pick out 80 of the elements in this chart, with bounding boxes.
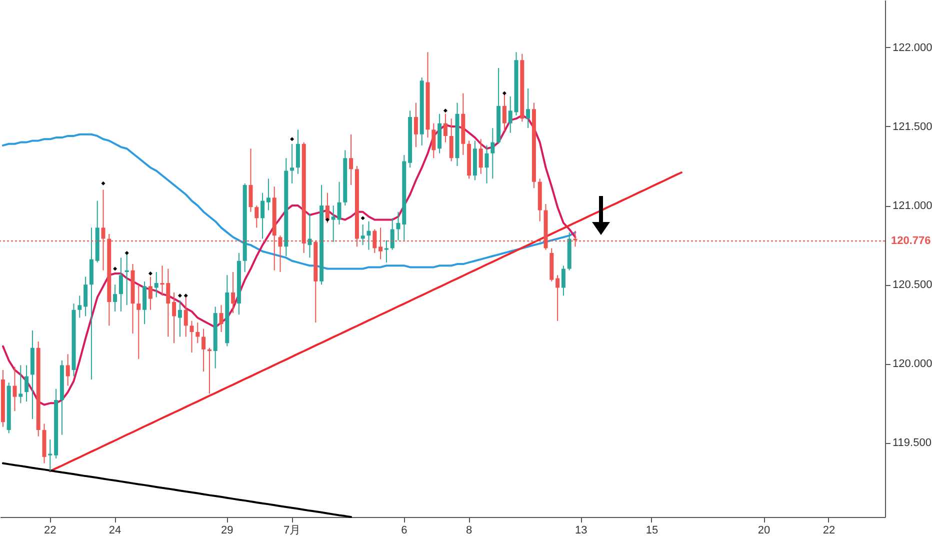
candlestick xyxy=(490,128,495,180)
candlestick xyxy=(360,224,365,246)
candlestick xyxy=(266,178,270,211)
candlestick xyxy=(331,205,336,242)
point xyxy=(184,294,188,298)
x-tick-label: 13 xyxy=(575,524,588,536)
candlestick xyxy=(366,220,371,250)
point xyxy=(178,294,182,298)
candlestick xyxy=(508,96,512,134)
candlestick xyxy=(118,257,123,312)
x-tick-label: 24 xyxy=(108,524,122,536)
candlestick xyxy=(84,276,88,317)
candlestick xyxy=(12,366,17,412)
point xyxy=(148,272,152,276)
y-tick-label: 121.500 xyxy=(892,120,932,133)
line-series xyxy=(2,462,352,518)
x-tick-label: 7月 xyxy=(283,524,301,536)
candlestick xyxy=(384,240,388,263)
line-series xyxy=(2,133,576,270)
candlestick xyxy=(136,284,141,360)
point xyxy=(360,216,365,220)
candlestick xyxy=(154,271,158,298)
candlestick xyxy=(18,364,23,404)
candlestick xyxy=(449,118,454,162)
candlestick xyxy=(478,138,483,174)
x-tick-label: 22 xyxy=(44,524,56,536)
candlestick xyxy=(414,102,418,148)
x-tick-label: 8 xyxy=(466,524,472,536)
point xyxy=(101,181,106,186)
candlestick xyxy=(190,320,194,354)
y-tick-label: 122.000 xyxy=(892,42,932,54)
candlestick xyxy=(325,192,330,224)
point xyxy=(325,218,330,222)
point xyxy=(290,137,294,142)
x-tick-label: 20 xyxy=(758,524,770,536)
point xyxy=(443,108,448,113)
candlestick xyxy=(48,439,52,472)
candlestick xyxy=(254,205,259,228)
candlestick xyxy=(561,265,566,296)
point xyxy=(124,250,129,255)
candlestick xyxy=(113,284,118,312)
candlestick xyxy=(443,113,448,143)
candlestick xyxy=(248,148,253,212)
point xyxy=(113,266,118,271)
candlestick xyxy=(308,212,312,258)
candlestick xyxy=(202,328,206,372)
candlestick xyxy=(349,134,354,186)
candlestick xyxy=(526,88,530,129)
candlestick xyxy=(296,129,300,174)
candlestick xyxy=(172,292,176,344)
candlestick xyxy=(260,192,265,240)
candlestick xyxy=(502,92,506,132)
candlestick xyxy=(124,252,129,306)
candlestick xyxy=(484,144,489,184)
candlestick xyxy=(24,364,29,402)
line-series xyxy=(49,171,682,472)
candlestick xyxy=(66,354,70,386)
x-tick-label: 15 xyxy=(646,524,658,536)
candlestick xyxy=(219,304,224,333)
candlestick xyxy=(178,300,182,338)
candlestick xyxy=(231,271,236,314)
x-tick-label: 29 xyxy=(221,524,234,536)
candlestick xyxy=(148,276,152,310)
y-tick-label: 120.000 xyxy=(892,358,932,370)
candlestick xyxy=(290,143,294,184)
candlestick xyxy=(142,280,147,325)
x-tick-label: 22 xyxy=(822,524,836,536)
ref-line-label: 120.776 xyxy=(891,234,931,247)
candlestick xyxy=(432,122,436,159)
x-tick-label: 6 xyxy=(401,524,408,536)
point xyxy=(502,91,506,96)
y-tick-label: 120.500 xyxy=(892,279,932,292)
y-tick-label: 119.500 xyxy=(892,437,932,450)
candlestick xyxy=(556,274,560,322)
y-tick-label: 121.000 xyxy=(892,200,932,212)
candlestick xyxy=(337,181,342,226)
candlestick xyxy=(207,347,212,394)
candlestick xyxy=(196,322,200,344)
candlestick xyxy=(390,218,394,250)
candlestick xyxy=(78,295,82,318)
